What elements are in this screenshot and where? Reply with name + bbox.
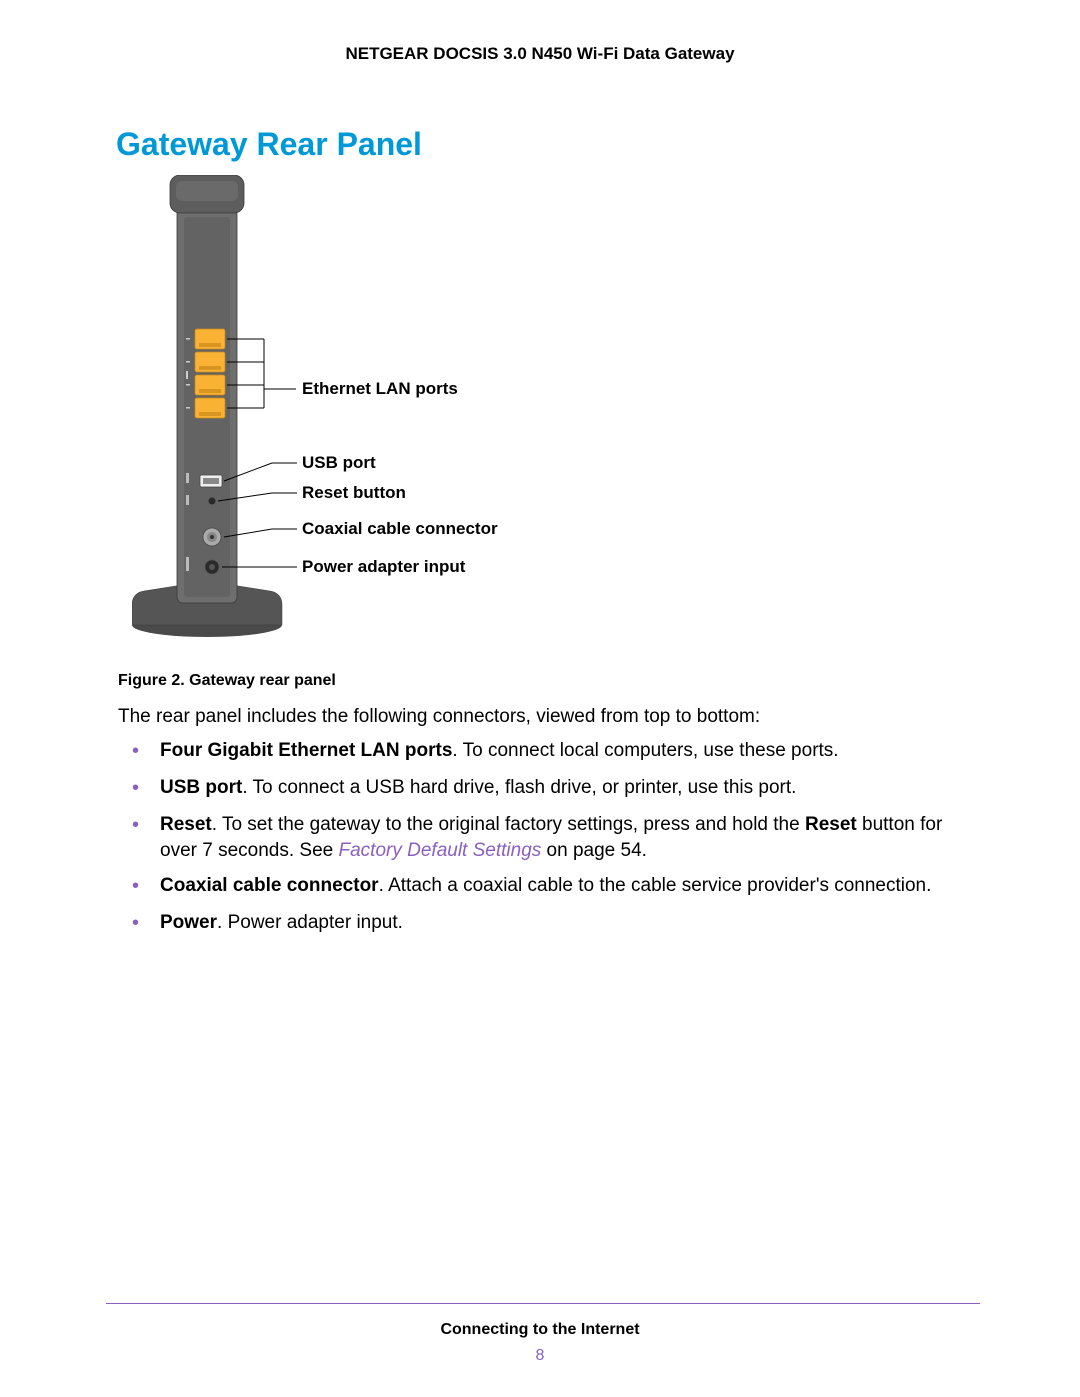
callout-ethernet: Ethernet LAN ports <box>302 379 458 399</box>
footer-divider <box>106 1303 980 1304</box>
connector-list: • Four Gigabit Ethernet LAN ports. To co… <box>118 738 980 947</box>
doc-header-title: NETGEAR DOCSIS 3.0 N450 Wi-Fi Data Gatew… <box>0 44 1080 64</box>
list-item-text: Four Gigabit Ethernet LAN ports. To conn… <box>160 738 980 765</box>
callout-coax: Coaxial cable connector <box>302 519 498 539</box>
bullet-icon: • <box>118 812 160 863</box>
list-item: • USB port. To connect a USB hard drive,… <box>118 775 980 802</box>
list-item: • Four Gigabit Ethernet LAN ports. To co… <box>118 738 980 765</box>
list-item-text: Reset. To set the gateway to the origina… <box>160 812 980 863</box>
section-heading: Gateway Rear Panel <box>116 126 422 163</box>
bullet-icon: • <box>118 873 160 900</box>
page-number: 8 <box>0 1347 1080 1365</box>
callout-reset: Reset button <box>302 483 406 503</box>
figure-caption: Figure 2. Gateway rear panel <box>118 672 336 690</box>
list-item: • Power. Power adapter input. <box>118 910 980 937</box>
list-item-text: Coaxial cable connector. Attach a coaxia… <box>160 873 980 900</box>
bullet-icon: • <box>118 775 160 802</box>
bullet-icon: • <box>118 738 160 765</box>
list-item-text: USB port. To connect a USB hard drive, f… <box>160 775 980 802</box>
intro-paragraph: The rear panel includes the following co… <box>118 704 970 730</box>
callout-power: Power adapter input <box>302 557 465 577</box>
footer-section-title: Connecting to the Internet <box>0 1321 1080 1339</box>
rear-panel-diagram: Ethernet LAN ports USB port Reset button… <box>132 175 832 655</box>
list-item: • Coaxial cable connector. Attach a coax… <box>118 873 980 900</box>
callout-usb: USB port <box>302 453 376 473</box>
bullet-icon: • <box>118 910 160 937</box>
factory-settings-link[interactable]: Factory Default Settings <box>339 840 542 861</box>
list-item-text: Power. Power adapter input. <box>160 910 980 937</box>
document-page: NETGEAR DOCSIS 3.0 N450 Wi-Fi Data Gatew… <box>0 0 1080 1397</box>
device-illustration <box>132 175 832 655</box>
list-item: • Reset. To set the gateway to the origi… <box>118 812 980 863</box>
